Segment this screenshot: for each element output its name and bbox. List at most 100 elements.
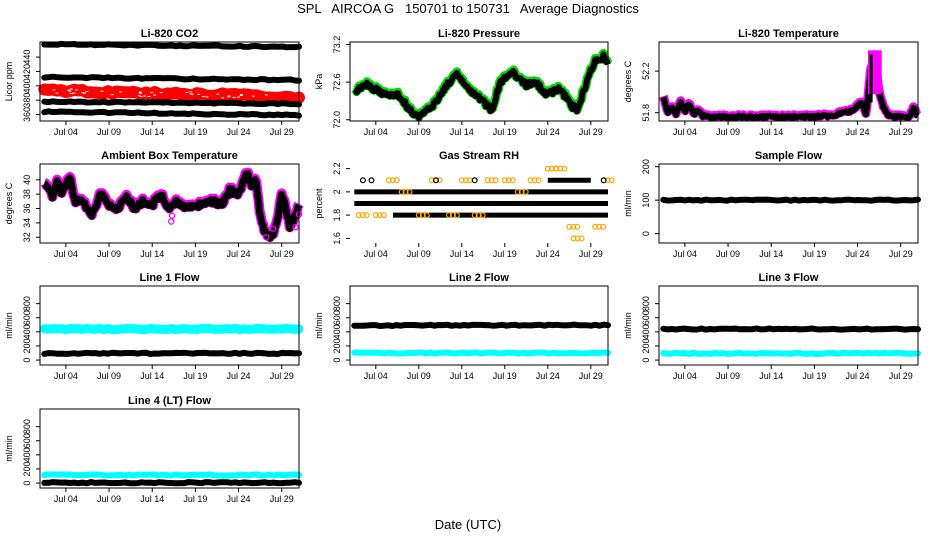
y-axis-label: Licor ppm — [4, 62, 14, 102]
rh-spread-point — [592, 223, 599, 230]
rh-spread-point — [406, 188, 413, 195]
panel-title: Li-820 Pressure — [438, 28, 520, 40]
x-tick-label: Jul 04 — [364, 371, 388, 381]
plot-frame — [658, 163, 919, 244]
y-tick-label: 600 — [332, 310, 342, 325]
x-tick-label: Jul 09 — [716, 371, 740, 381]
series-line — [352, 51, 611, 122]
rh-spread-point — [522, 188, 529, 195]
y-tick-label: 1.6 — [332, 232, 342, 245]
x-tick-label: Jul 24 — [227, 249, 251, 259]
x-tick-label: Jul 29 — [270, 371, 294, 381]
rh-spread-point — [557, 165, 564, 172]
rh-spread-point — [385, 177, 392, 184]
y-tick-label: 800 — [332, 296, 342, 311]
co2-gap — [81, 92, 85, 94]
series-band — [38, 83, 305, 105]
rh-spread-point — [578, 235, 585, 242]
x-tick-label: Jul 29 — [889, 249, 913, 259]
series-band — [41, 108, 302, 119]
series-band — [660, 349, 921, 357]
panel-data — [39, 324, 304, 357]
x-tick-label: Jul 14 — [759, 249, 783, 259]
x-tick-label: Jul 14 — [450, 249, 474, 259]
x-tick-label: Jul 19 — [493, 249, 517, 259]
y-tick-label: 0 — [22, 358, 32, 363]
co2-gap — [55, 92, 59, 94]
panel-title: Line 2 Flow — [449, 272, 509, 284]
x-tick-label: Jul 24 — [846, 127, 870, 137]
panel-data — [351, 321, 611, 357]
x-tick-label: Jul 19 — [493, 127, 517, 137]
co2-gap — [74, 89, 78, 91]
x-tick-label: Jul 19 — [802, 371, 826, 381]
panel-data — [351, 48, 613, 122]
y-tick-label: 0 — [641, 358, 651, 363]
panel-data — [660, 196, 921, 204]
x-tick-label: Jul 24 — [536, 249, 560, 259]
rh-spread-point — [471, 212, 478, 219]
x-tick-label: Jul 14 — [759, 127, 783, 137]
panel-title: Sample Flow — [755, 150, 823, 162]
co2-gap — [239, 94, 243, 96]
rh-spread-point — [462, 177, 469, 184]
x-tick-label: Jul 04 — [54, 127, 78, 137]
x-tick-label: Jul 14 — [450, 371, 474, 381]
y-tick-label: 400 — [22, 324, 32, 339]
x-tick-label: Jul 24 — [536, 127, 560, 137]
x-tick-label: Jul 09 — [716, 127, 740, 137]
co2-gap — [67, 89, 71, 91]
x-tick-label: Jul 09 — [407, 127, 431, 137]
y-tick-label: 2 — [332, 189, 342, 194]
x-tick-label: Jul 14 — [140, 494, 164, 504]
panel-data — [660, 325, 921, 357]
rh-spread-point — [492, 177, 499, 184]
x-tick-label: Jul 19 — [183, 249, 207, 259]
co2-gap — [227, 96, 231, 98]
temperature-outlier — [269, 225, 277, 232]
y-axis-label: ml/min — [623, 312, 633, 339]
y-tick-label: 100 — [641, 193, 651, 208]
rh-spread-point — [514, 188, 521, 195]
panel-title: Line 4 (LT) Flow — [128, 395, 211, 407]
x-tick-label: Jul 04 — [673, 249, 697, 259]
x-tick-label: Jul 29 — [579, 127, 603, 137]
y-axis-label: ml/min — [4, 312, 14, 339]
co2-gap — [69, 93, 73, 95]
rh-spread-point — [531, 177, 538, 184]
y-axis-label: percent — [314, 188, 324, 219]
figure-title: SPL AIRCOA G 150701 to 150731 Average Di… — [297, 1, 639, 16]
panel-title: Li-820 Temperature — [738, 28, 839, 40]
y-tick-label: 1.8 — [332, 209, 342, 222]
panel-data — [659, 50, 922, 122]
y-tick-label: 400 — [22, 447, 32, 462]
co2-gap — [227, 95, 231, 97]
co2-gap — [68, 90, 72, 92]
panel-title: Gas Stream RH — [439, 150, 519, 162]
rh-point — [471, 177, 478, 184]
y-tick-label: 72.0 — [332, 111, 342, 129]
y-axis-label: ml/min — [623, 190, 633, 217]
rh-spread-point — [458, 177, 465, 184]
panel-4: Ambient Box Temperature degrees C 32 34 36 38… — [4, 150, 304, 259]
x-tick-label: Jul 24 — [227, 371, 251, 381]
series-band — [41, 73, 302, 84]
rh-spread-point — [372, 212, 379, 219]
rh-spread-point — [608, 177, 615, 184]
x-tick-label: Jul 29 — [579, 371, 603, 381]
plot-frame — [349, 41, 609, 122]
series-band — [41, 98, 302, 108]
y-tick-label: 400 — [641, 324, 651, 339]
y-tick-label: 51.8 — [641, 104, 651, 122]
co2-gap — [221, 97, 225, 99]
y-tick-label: 72.6 — [332, 73, 342, 91]
x-tick-label: Jul 19 — [802, 127, 826, 137]
rh-spread-point — [544, 165, 551, 172]
x-tick-label: Jul 19 — [183, 127, 207, 137]
x-tick-label: Jul 29 — [270, 494, 294, 504]
y-tick-label: 0 — [641, 231, 651, 236]
temperature-outlier — [292, 223, 299, 231]
